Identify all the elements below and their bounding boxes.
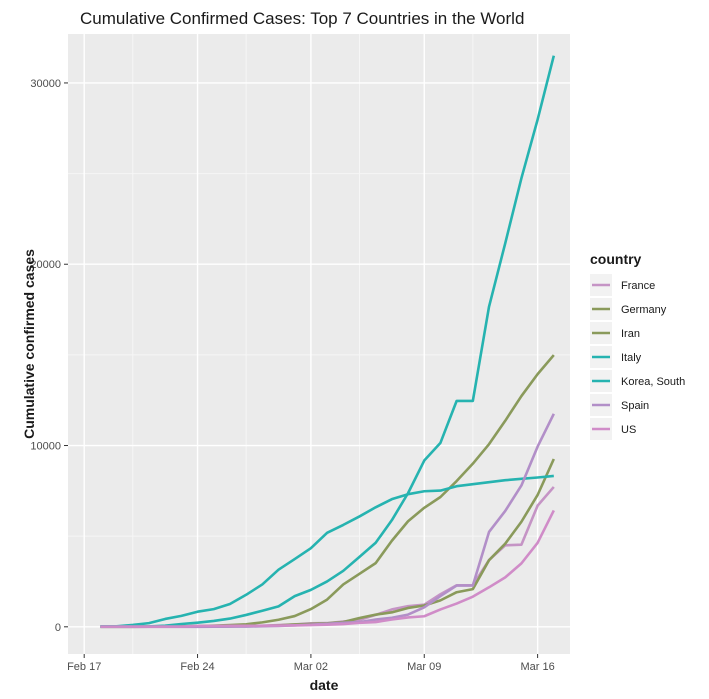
x-tick-label: Feb 17: [67, 661, 101, 673]
series-line-korea-south: [100, 474, 554, 628]
chart-title: Cumulative Confirmed Cases: Top 7 Countr…: [80, 9, 524, 28]
x-tick-label: Feb 24: [180, 661, 214, 673]
legend-label-italy: Italy: [621, 352, 642, 364]
x-tick-labels: Feb 17 Feb 24 Mar 02 Mar 09 Mar 16: [67, 654, 555, 673]
series-lines: [100, 55, 556, 629]
y-tick-label: 10000: [30, 441, 61, 453]
y-axis-label: Cumulative confirmed cases: [21, 249, 37, 439]
y-tick-label: 20000: [30, 259, 61, 271]
legend: country France Germany Iran Italy Korea, Sou…: [590, 251, 685, 440]
legend-label-us: US: [621, 424, 636, 436]
legend-label-france: France: [621, 280, 655, 292]
x-tick-label: Mar 02: [294, 661, 328, 673]
grid: [68, 34, 570, 654]
series-line-us: [100, 509, 555, 628]
legend-label-germany: Germany: [621, 304, 667, 316]
y-tick-label: 0: [55, 622, 61, 634]
legend-label-korea-south: Korea, South: [621, 376, 685, 388]
x-tick-label: Mar 16: [520, 661, 554, 673]
x-tick-label: Mar 09: [407, 661, 441, 673]
legend-label-spain: Spain: [621, 400, 649, 412]
plot-panel: [68, 34, 570, 654]
y-tick-labels: 0 10000 20000 30000: [30, 78, 68, 634]
series-line-italy: [100, 55, 556, 629]
x-axis-label: date: [310, 677, 339, 693]
legend-label-iran: Iran: [621, 328, 640, 340]
legend-title: country: [590, 251, 642, 267]
y-tick-label: 30000: [30, 78, 61, 90]
